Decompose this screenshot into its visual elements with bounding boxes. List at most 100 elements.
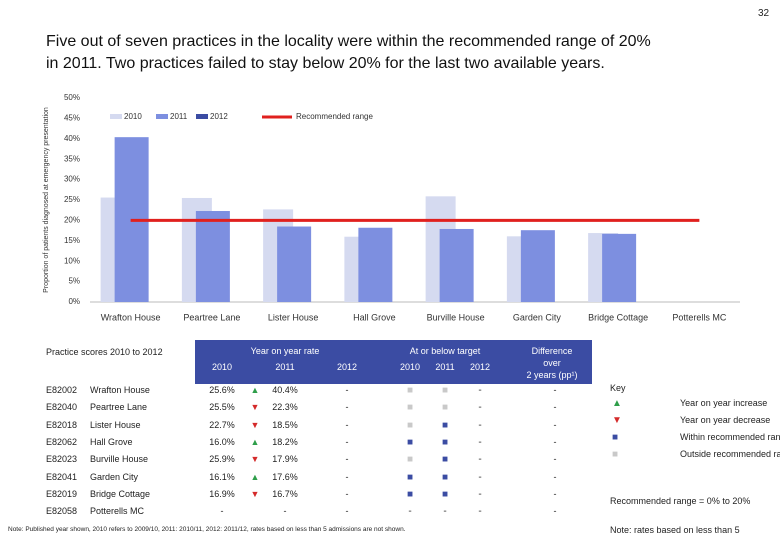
- trend-icon: ▼: [250, 454, 260, 465]
- key-text: Year on year decrease: [680, 415, 771, 425]
- side-note: Note: rates based on less than 5: [610, 525, 740, 535]
- target-icon: ■: [441, 471, 449, 483]
- target-icon: -: [478, 488, 482, 500]
- practice-name: Bridge Cottage: [90, 488, 151, 499]
- y-tick-label: 40%: [64, 134, 80, 143]
- target-icon: -: [443, 506, 447, 518]
- legend-label: 2010: [124, 112, 142, 121]
- practice-code: E82002: [46, 385, 78, 395]
- practice-name: Potterells MC: [90, 506, 145, 517]
- difference-cell: -: [553, 419, 557, 430]
- rate-cell: 22.3%: [272, 402, 298, 413]
- rate-cell: 18.2%: [272, 436, 298, 447]
- rate-cell: -: [345, 385, 349, 395]
- rate-cell: 25.5%: [209, 402, 235, 413]
- column-header: 2012: [469, 362, 491, 372]
- bar: [602, 233, 637, 302]
- x-tick-label: Potterells MC: [672, 312, 727, 322]
- y-tick-label: 15%: [64, 236, 80, 245]
- practice-code: E82018: [46, 419, 78, 430]
- key-symbol: ■: [612, 449, 619, 460]
- x-tick-label: Bridge Cottage: [588, 312, 648, 322]
- column-header: 2010: [399, 362, 421, 372]
- practice-code: E82058: [46, 506, 78, 517]
- difference-cell: -: [553, 506, 557, 517]
- x-tick-label: Garden City: [513, 312, 562, 322]
- difference-cell: -: [553, 436, 557, 447]
- table-caption: Practice scores 2010 to 2012: [46, 347, 163, 357]
- trend-icon: ▼: [250, 488, 260, 499]
- target-icon: ■: [441, 436, 449, 448]
- target-icon: ■: [441, 488, 449, 500]
- trend-icon: ▲: [250, 471, 260, 482]
- trend-icon: ▲: [250, 385, 260, 395]
- difference-cell: -: [553, 385, 557, 395]
- table-header-band: [195, 340, 592, 384]
- target-icon: -: [478, 402, 482, 414]
- x-tick-label: Peartree Lane: [183, 312, 240, 322]
- practice-name: Wrafton House: [90, 385, 150, 395]
- key-title: Key: [610, 383, 626, 393]
- rate-cell: -: [345, 436, 349, 447]
- practice-name: Garden City: [90, 471, 139, 482]
- y-tick-label: 45%: [64, 114, 80, 123]
- rate-cell: 16.1%: [209, 471, 235, 482]
- column-header: Difference: [531, 346, 573, 356]
- rate-cell: 25.9%: [209, 454, 235, 465]
- target-icon: -: [478, 471, 482, 483]
- y-axis-label: Proportion of patients diagnosed at emer…: [43, 107, 50, 293]
- y-tick-label: 25%: [64, 195, 80, 204]
- key-symbol: ■: [612, 432, 619, 443]
- key-symbol: ▼: [612, 415, 622, 426]
- x-tick-label: Wrafton House: [101, 312, 161, 322]
- difference-cell: -: [553, 402, 557, 413]
- rate-cell: 17.6%: [272, 471, 298, 482]
- practice-name: Lister House: [90, 419, 141, 430]
- legend-label: 2012: [210, 112, 228, 121]
- target-icon: ■: [406, 402, 414, 414]
- key-text: Outside recommended range: [680, 449, 780, 459]
- target-icon: ■: [441, 419, 449, 431]
- rate-cell: -: [345, 506, 349, 517]
- y-tick-label: 35%: [64, 154, 80, 163]
- column-header: over: [543, 358, 561, 368]
- target-icon: ■: [406, 454, 414, 466]
- target-icon: ■: [406, 488, 414, 500]
- target-icon: ■: [441, 402, 449, 414]
- target-icon: -: [478, 385, 482, 396]
- trend-icon: ▼: [250, 419, 260, 430]
- target-icon: -: [408, 506, 412, 518]
- y-tick-label: 10%: [64, 256, 80, 265]
- target-icon: ■: [406, 419, 414, 431]
- legend-label: 2011: [170, 112, 188, 121]
- rate-cell: -: [345, 402, 349, 413]
- target-icon: ■: [441, 454, 449, 466]
- rate-cell: -: [345, 471, 349, 482]
- group-header: At or below target: [409, 346, 481, 356]
- footnote: Note: Published year shown, 2010 refers …: [8, 526, 406, 533]
- rate-cell: 18.5%: [272, 419, 298, 430]
- legend-label: Recommended range: [296, 112, 373, 121]
- column-header: 2 years (pp¹): [526, 370, 578, 380]
- chart: Proportion of patients diagnosed at emer…: [43, 93, 740, 322]
- y-tick-label: 5%: [68, 277, 80, 286]
- y-tick-label: 0%: [68, 297, 80, 306]
- column-header: 2012: [336, 362, 358, 372]
- rate-cell: -: [345, 454, 349, 465]
- rate-cell: -: [283, 506, 287, 517]
- rate-cell: -: [345, 488, 349, 499]
- x-tick-label: Burville House: [427, 312, 485, 322]
- target-icon: ■: [406, 436, 414, 448]
- rate-cell: -: [345, 419, 349, 430]
- difference-cell: -: [553, 471, 557, 482]
- target-icon: ■: [406, 385, 414, 396]
- page-number: 32: [758, 8, 770, 19]
- practice-code: E82041: [46, 471, 78, 482]
- practice-name: Hall Grove: [90, 436, 133, 447]
- x-tick-label: Lister House: [268, 312, 319, 322]
- target-icon: -: [478, 419, 482, 431]
- column-header: 2010: [211, 362, 233, 372]
- practice-code: E82019: [46, 488, 78, 499]
- rate-cell: 25.6%: [209, 385, 235, 395]
